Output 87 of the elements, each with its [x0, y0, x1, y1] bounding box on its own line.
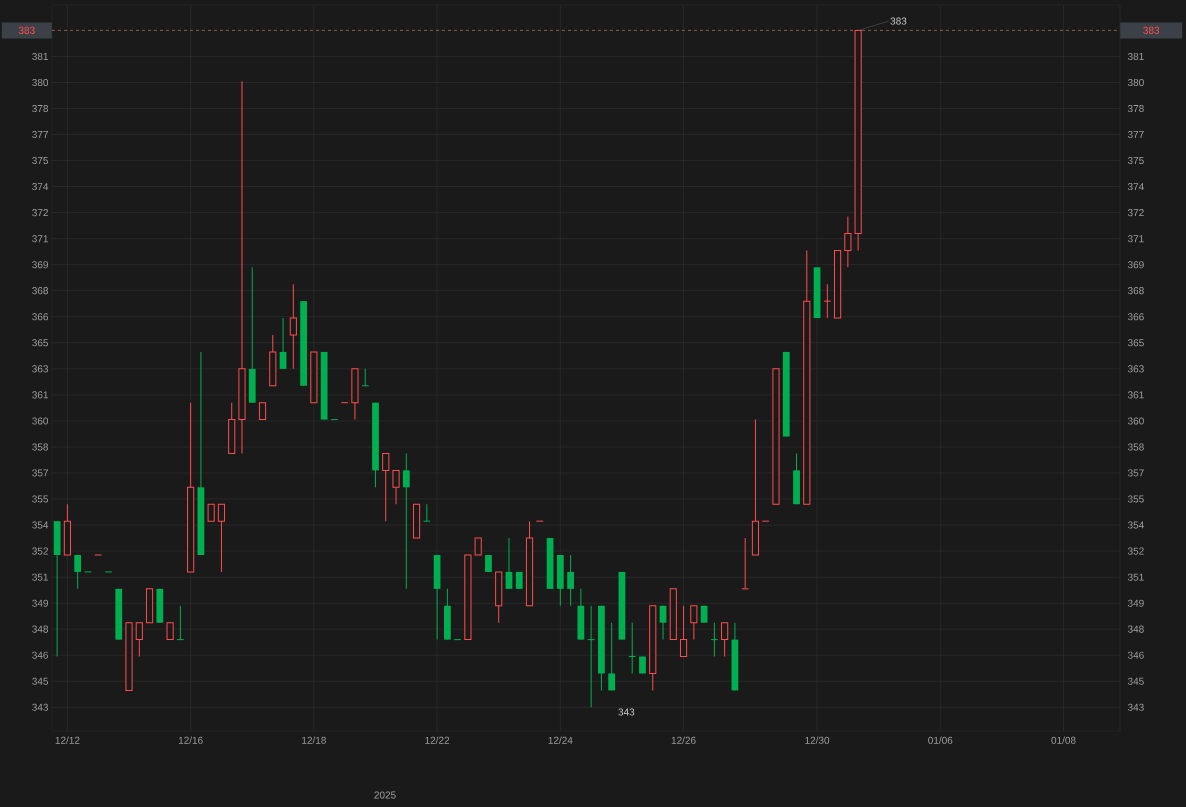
y-tick-label: 351 — [32, 573, 48, 581]
x-tick-label: 12/30 — [805, 736, 830, 744]
y2-tick-label: 374 — [1127, 183, 1144, 191]
y2-tick-label: 343 — [1127, 703, 1144, 711]
y2-tick-label: 352 — [1127, 547, 1144, 555]
y2-tick-label: 371 — [1127, 235, 1144, 243]
y2-tick-label: 378 — [1127, 105, 1144, 113]
annotation: 383 — [890, 17, 907, 25]
y2-tick-label: 361 — [1127, 391, 1144, 399]
x-tick-label: 01/06 — [928, 736, 953, 744]
y2-tick-label: 366 — [1127, 313, 1144, 321]
text: 2025 — [374, 791, 396, 799]
y-tick-label: 346 — [32, 651, 49, 659]
x-tick-label: 12/18 — [302, 736, 326, 744]
y-tick-label: 365 — [32, 339, 49, 347]
candlestick — [392, 469, 400, 505]
y-tick-label: 380 — [32, 78, 49, 87]
x-tick-label: 12/22 — [425, 736, 450, 744]
y-tick-label: 363 — [32, 365, 49, 373]
y2-tick-label: 363 — [1127, 365, 1144, 373]
ref-line-label: 383 — [18, 26, 35, 34]
candlestick — [844, 216, 852, 268]
candlestick — [176, 605, 185, 641]
candlestick — [382, 452, 390, 522]
candlestick — [710, 622, 719, 658]
y2-tick-label: 368 — [1127, 287, 1144, 295]
x-tick-label: 12/26 — [671, 736, 696, 744]
candlestick — [74, 554, 82, 590]
candlestick — [135, 622, 143, 658]
y-tick-label: 372 — [32, 209, 48, 217]
y2-tick-label: 375 — [1127, 156, 1144, 165]
y-tick-label: 378 — [32, 105, 49, 113]
y2-tick-label: 377 — [1127, 130, 1144, 138]
candlestick — [741, 537, 750, 590]
y-tick-label: 368 — [32, 287, 49, 295]
y-tick-label: 343 — [32, 703, 49, 711]
y-tick-label: 375 — [32, 156, 49, 165]
y2-tick-label: 346 — [1127, 651, 1144, 659]
candlestick — [289, 283, 297, 370]
y2-tick-label: 357 — [1127, 469, 1144, 477]
y-tick-label: 352 — [32, 547, 48, 555]
candlestick — [721, 622, 729, 658]
y2-tick-label: 355 — [1127, 495, 1144, 503]
candlestick — [361, 368, 370, 387]
candlestick — [422, 503, 431, 522]
y-tick-label: 374 — [32, 183, 49, 191]
x-tick-label: 12/12 — [55, 736, 80, 744]
candlestick — [679, 605, 688, 658]
y2-tick-label: 360 — [1127, 417, 1144, 425]
candlestick — [587, 605, 596, 708]
y2-tick-label: 365 — [1127, 339, 1144, 347]
candlestick — [402, 452, 410, 590]
candlestick — [608, 622, 616, 691]
y-tick-label: 354 — [32, 521, 49, 529]
y-tick-label: 360 — [32, 417, 49, 425]
y-tick-label: 345 — [32, 677, 49, 685]
y-tick-label: 357 — [32, 469, 48, 477]
y2-tick-label: 380 — [1127, 78, 1144, 87]
text: 383 — [1143, 26, 1160, 34]
y-tick-label: 358 — [32, 443, 49, 451]
y2-tick-label: 345 — [1127, 677, 1144, 685]
y-tick-label: 371 — [32, 235, 48, 243]
annotation: 343 — [618, 708, 635, 716]
y-tick-label: 348 — [32, 625, 49, 633]
y-tick-label: 381 — [32, 52, 48, 60]
y2-tick-label: 381 — [1127, 52, 1144, 60]
candlestick — [690, 605, 698, 641]
candlestick — [823, 283, 832, 319]
y2-tick-label: 358 — [1127, 443, 1144, 451]
y-tick-label: 366 — [32, 313, 49, 321]
y2-tick-label: 348 — [1127, 625, 1144, 633]
x-tick-label: 12/24 — [548, 736, 573, 744]
y2-tick-label: 369 — [1127, 261, 1144, 269]
candlestick — [217, 503, 226, 573]
candlestick — [567, 554, 574, 607]
y-tick-label: 355 — [32, 495, 49, 503]
x-tick-label: 01/08 — [1051, 736, 1076, 744]
y2-tick-label: 354 — [1127, 521, 1144, 529]
y2-tick-label: 372 — [1127, 209, 1144, 217]
y-tick-label: 361 — [32, 391, 48, 399]
y2-tick-label: 349 — [1127, 599, 1144, 607]
y-tick-label: 377 — [32, 130, 48, 138]
candlestick — [628, 622, 637, 674]
x-tick-label: 12/16 — [178, 736, 203, 744]
y2-tick-label: 351 — [1127, 573, 1144, 581]
y-tick-label: 349 — [32, 599, 48, 607]
y-tick-label: 369 — [32, 261, 48, 269]
